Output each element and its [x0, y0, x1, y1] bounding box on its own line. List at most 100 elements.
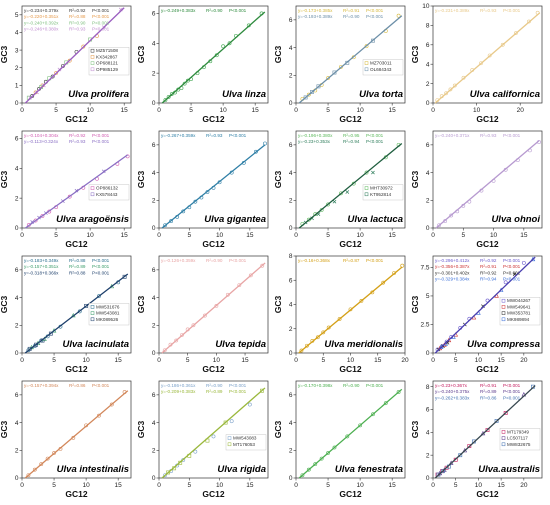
- regression-line: [435, 140, 540, 229]
- data-point: [180, 333, 184, 337]
- data-point: [248, 273, 253, 278]
- data-point: [448, 87, 453, 92]
- data-point: [77, 309, 82, 314]
- y-axis-title: GC3: [0, 45, 9, 63]
- data-point: [166, 95, 171, 99]
- equation-label: y=-0.23+0.353x: [298, 139, 331, 144]
- data-point: [97, 413, 101, 418]
- r-squared-label: R²=0.87: [343, 258, 360, 263]
- species-title: Ulva meridionalis: [324, 339, 403, 350]
- x-tick-label: 5: [187, 232, 191, 239]
- y-tick-label: 2: [152, 197, 156, 204]
- equation-label: y=-0.173+0.385x: [298, 8, 333, 13]
- data-point: [185, 78, 190, 83]
- p-value-label: P<0.001: [92, 270, 110, 275]
- species-title: Ulva ohnoi: [491, 214, 540, 225]
- x-tick-label: 5: [187, 482, 191, 489]
- data-point: [358, 423, 363, 428]
- y-axis-title: GC3: [273, 45, 283, 63]
- regression-line: [298, 142, 403, 229]
- data-point: [326, 202, 330, 207]
- y-tick-label: 0: [15, 100, 19, 107]
- equation-label: y=-0.193+0.389x: [298, 14, 333, 19]
- y-tick-label: 7.5: [420, 265, 429, 272]
- y-tick-label: 0: [289, 475, 293, 482]
- data-point: [229, 419, 234, 424]
- r-squared-label: R²=0.90: [343, 383, 360, 388]
- equation-label: y=-0.356+0.387x: [435, 264, 470, 269]
- p-value-label: P<0.001: [229, 133, 247, 138]
- x-axis-title: GC12: [65, 114, 87, 124]
- scatter-panel: 0 5 10 15 0 2 4 6 GC12 GC3 y=-0.183+0.349x R²=0.88 P…: [0, 255, 132, 374]
- y-axis-title: GC3: [410, 295, 420, 313]
- x-tick-label: 0: [20, 232, 24, 239]
- equation-label: y=-0.249+0.383x: [161, 8, 196, 13]
- legend-entry: MW044267: [507, 298, 531, 303]
- y-tick-label: 0: [152, 225, 156, 232]
- y-tick-label: 6: [289, 142, 293, 149]
- equation-label: y=-0.209+0.383x: [161, 389, 196, 394]
- r-squared-label: R²=0.92: [480, 258, 497, 263]
- y-tick-label: 1: [15, 83, 19, 90]
- y-tick-label: 4: [15, 295, 19, 302]
- y-tick-label: 0: [426, 225, 430, 232]
- species-title: Ulva lacinulata: [62, 339, 129, 350]
- data-point: [306, 92, 311, 97]
- y-tick-label: 4: [15, 30, 19, 37]
- p-value-label: P<0.001: [229, 258, 247, 263]
- data-point: [396, 390, 401, 394]
- y-tick-label: 6: [15, 136, 19, 143]
- x-axis-title: GC12: [339, 364, 361, 374]
- species-title: Ulva aragoënsis: [56, 214, 129, 225]
- scatter-panel: 0 5 10 15 0 2 4 6 GC12 GC3 y=-0.249+0.383x R²=0.90 P…: [136, 5, 269, 124]
- x-tick-label: 0: [20, 357, 24, 364]
- equation-label: y=-0.267+0.359x: [161, 133, 196, 138]
- data-point: [449, 213, 454, 218]
- equation-label: y=-0.329+0.384x: [435, 277, 470, 282]
- equation-label: y=-0.296+0.412x: [435, 258, 470, 263]
- x-tick-label: 0: [431, 357, 435, 364]
- x-axis-title: GC12: [476, 489, 498, 499]
- x-tick-label: 5: [52, 357, 56, 364]
- p-value-label: P<0.001: [92, 20, 110, 25]
- x-tick-label: 10: [473, 107, 481, 114]
- p-value-label: P<0.001: [503, 258, 521, 263]
- data-point: [162, 348, 167, 353]
- data-point: [97, 294, 101, 299]
- data-point: [521, 260, 526, 265]
- p-value-label: P<0.001: [366, 139, 384, 144]
- r-squared-label: R²=0.93: [480, 133, 497, 138]
- r-squared-label: R²=0.94: [480, 277, 497, 282]
- x-axis-title: GC12: [202, 489, 224, 499]
- p-value-label: P<0.001: [366, 258, 384, 263]
- x-tick-label: 20: [520, 482, 528, 489]
- y-tick-label: 8: [289, 253, 293, 260]
- y-tick-label: 6: [289, 277, 293, 284]
- x-axis-title: GC12: [476, 114, 498, 124]
- plot-frame: [295, 130, 406, 229]
- y-tick-label: 0: [15, 475, 19, 482]
- data-point: [467, 444, 472, 448]
- regression-line: [434, 256, 536, 354]
- y-tick-label: 4: [289, 45, 293, 52]
- data-point: [513, 31, 518, 36]
- equation-label: y=-0.240+0.371x: [435, 133, 470, 138]
- r-squared-label: R²=0.88: [69, 14, 86, 19]
- data-point: [479, 61, 483, 66]
- x-tick-label: 0: [431, 232, 435, 239]
- plot-frame: [295, 380, 406, 479]
- equation-label: y=-0.186+0.361x: [161, 383, 196, 388]
- y-tick-label: 6: [426, 407, 430, 414]
- equation-label: y=-0.170+0.398x: [298, 383, 333, 388]
- x-tick-label: 10: [357, 482, 365, 489]
- data-point: [444, 91, 448, 96]
- data-point: [40, 214, 45, 218]
- legend-marker: [90, 61, 95, 65]
- legend-marker: [501, 298, 506, 303]
- data-point: [313, 462, 318, 467]
- x-tick-label: 0: [20, 482, 24, 489]
- regression-line: [298, 15, 403, 104]
- species-title: Ulva tepida: [215, 339, 266, 350]
- y-tick-label: 4: [289, 170, 293, 177]
